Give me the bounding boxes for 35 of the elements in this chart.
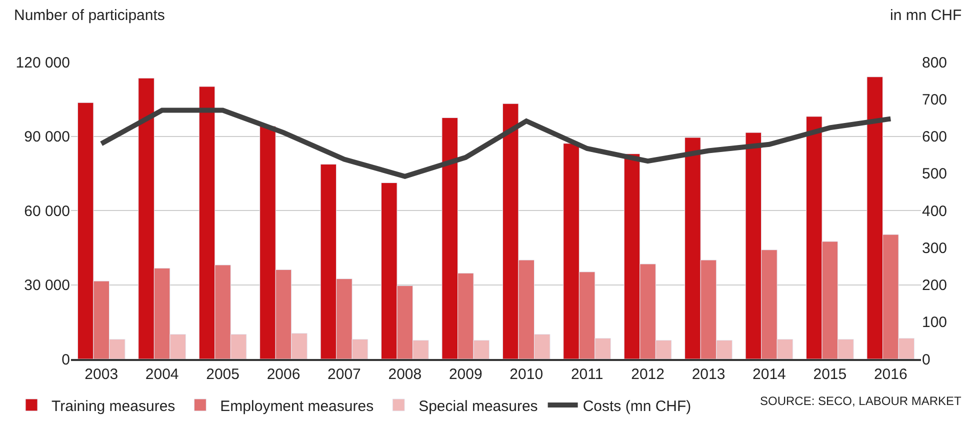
y2-tick-label: 800: [922, 54, 948, 72]
y-axis-title: Number of participants: [14, 7, 165, 24]
x-tick-label: 2005: [206, 366, 240, 383]
legend-label: Training measures: [52, 398, 176, 415]
x-tick-label: 2010: [510, 366, 544, 383]
y-tick-label: 90 000: [24, 128, 70, 146]
legend-label: Costs (mn CHF): [582, 398, 692, 415]
y-tick-label: 0: [62, 351, 70, 368]
x-tick-label: 2008: [388, 366, 422, 383]
x-tick-label: 2009: [448, 366, 482, 383]
y2-tick-label: 700: [922, 91, 948, 108]
y2-tick-label: 500: [922, 166, 948, 183]
x-tick-label: 2012: [631, 366, 664, 383]
y-tick-label: 120 000: [16, 54, 70, 72]
x-tick-label: 2006: [266, 366, 300, 383]
x-tick-label: 2014: [752, 366, 786, 383]
x-tick-label: 2011: [570, 366, 604, 383]
x-tick-label: 2013: [692, 366, 726, 383]
source-note: SOURCE: SECO, LABOUR MARKET: [760, 394, 962, 408]
legend-label: Special measures: [418, 398, 538, 415]
x-tick-label: 2016: [874, 366, 908, 383]
x-tick-label: 2004: [145, 366, 179, 383]
y2-tick-label: 200: [922, 277, 948, 294]
y-tick-label: 60 000: [24, 202, 70, 220]
x-tick-label: 2003: [84, 366, 118, 383]
y2-tick-label: 100: [922, 314, 948, 332]
y2-tick-label: 300: [922, 240, 948, 257]
y2-tick-label: 0: [922, 351, 930, 368]
y-tick-label: 30 000: [24, 277, 70, 294]
x-tick-label: 2015: [813, 366, 847, 383]
x-tick-label: 2007: [328, 366, 361, 383]
y2-tick-label: 400: [922, 202, 948, 220]
legend-label: Employment measures: [220, 398, 374, 415]
y2-axis-title: in mn CHF: [890, 7, 962, 24]
y2-tick-label: 600: [922, 128, 948, 146]
